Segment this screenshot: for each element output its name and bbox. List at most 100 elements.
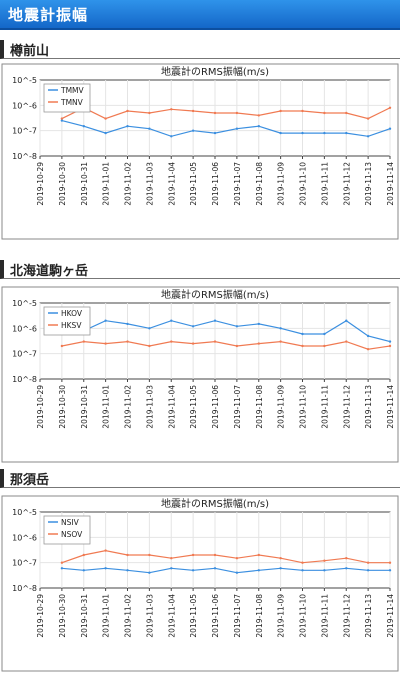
x-tick-label: 2019-11-10 xyxy=(299,162,308,206)
x-tick-label: 2019-11-05 xyxy=(189,162,198,206)
y-tick-label: 10^-7 xyxy=(12,559,37,568)
legend: TMMV TMNV xyxy=(43,83,91,113)
chart-svg: 地震計のRMS振幅(m/s)10^-510^-610^-710^-82019-1… xyxy=(1,63,399,240)
data-point xyxy=(148,327,151,330)
x-tick-label: 2019-10-29 xyxy=(36,594,45,638)
x-tick-label: 2019-11-07 xyxy=(233,162,242,206)
x-tick-label: 2019-11-10 xyxy=(299,594,308,638)
x-tick-label: 2019-11-07 xyxy=(233,594,242,638)
x-tick-label: 2019-11-11 xyxy=(320,594,329,638)
x-tick-label: 2019-11-04 xyxy=(167,594,176,638)
series-line-hkov xyxy=(61,319,391,343)
data-point xyxy=(170,135,173,138)
x-tick-label: 2019-11-03 xyxy=(145,385,154,429)
data-point xyxy=(388,340,392,343)
data-point xyxy=(213,319,217,322)
page-header: 地震計振幅 xyxy=(0,0,400,30)
x-tick-label: 2019-11-09 xyxy=(277,594,286,638)
data-point xyxy=(388,561,392,564)
data-point xyxy=(235,571,239,574)
data-point xyxy=(213,111,217,115)
data-point xyxy=(235,557,239,560)
data-point xyxy=(301,131,304,135)
data-point xyxy=(301,344,304,348)
data-point xyxy=(191,129,195,132)
data-point xyxy=(323,569,326,572)
data-point xyxy=(60,567,64,570)
chart-komagatake: 地震計のRMS振幅(m/s) 10^-5 10^-6 10^-7 10^-8 2019-1… xyxy=(0,286,400,464)
x-tick-label: 2019-11-13 xyxy=(364,162,373,206)
data-point xyxy=(366,117,370,120)
x-tick-label: 2019-11-04 xyxy=(167,385,176,429)
section-title-label: 那須岳 xyxy=(10,473,50,488)
section-title-tarumae: 樽前山 xyxy=(0,40,400,59)
data-point xyxy=(323,559,326,562)
y-tick-label: 10^-5 xyxy=(12,508,37,517)
data-point xyxy=(235,111,239,115)
data-point xyxy=(126,340,129,343)
data-point xyxy=(388,106,392,109)
data-point xyxy=(301,569,304,572)
x-tick-label: 2019-11-14 xyxy=(386,594,395,638)
data-point xyxy=(388,344,392,348)
data-point xyxy=(323,131,326,135)
data-point xyxy=(82,569,86,572)
chart-svg: 地震計のRMS振幅(m/s)10^-510^-610^-710^-82019-1… xyxy=(1,286,399,463)
x-tick-label: 2019-11-11 xyxy=(320,385,329,429)
x-tick-label: 2019-11-12 xyxy=(342,385,351,429)
data-point xyxy=(323,332,326,336)
x-tick-label: 2019-11-08 xyxy=(255,162,264,206)
data-point xyxy=(345,131,348,135)
data-point xyxy=(279,131,282,135)
x-tick-label: 2019-10-31 xyxy=(80,385,89,429)
x-tick-label: 2019-11-14 xyxy=(386,385,395,429)
data-point xyxy=(257,553,260,557)
data-point xyxy=(345,567,348,570)
data-point xyxy=(104,117,107,120)
x-tick-label: 2019-10-29 xyxy=(36,385,45,429)
data-point xyxy=(104,342,107,345)
data-point xyxy=(82,553,86,557)
legend-label: NSOV xyxy=(61,530,83,539)
y-tick-label: 10^-6 xyxy=(12,533,37,542)
data-point xyxy=(323,344,326,348)
legend-box xyxy=(43,306,91,336)
data-point xyxy=(345,111,348,115)
y-tick-label: 10^-6 xyxy=(12,324,37,333)
y-tick-label: 10^-5 xyxy=(12,76,37,85)
x-tick-label: 2019-11-05 xyxy=(189,385,198,429)
data-point xyxy=(279,557,282,560)
chart-tarumae: 地震計のRMS振幅(m/s) 10^-5 10^-6 10^-7 10^-8 2019-1… xyxy=(0,63,400,241)
data-point xyxy=(170,557,173,560)
section-title-komagatake: 北海道駒ヶ岳 xyxy=(0,260,400,279)
page-title: 地震計振幅 xyxy=(8,6,89,24)
data-point xyxy=(213,553,217,557)
x-tick-label: 2019-11-01 xyxy=(102,162,111,206)
data-point xyxy=(279,340,282,343)
data-point xyxy=(148,344,151,348)
y-tick-label: 10^-8 xyxy=(12,375,37,384)
x-tick-label: 2019-11-02 xyxy=(124,162,133,206)
x-tick-label: 2019-10-29 xyxy=(36,162,45,206)
y-tick-label: 10^-6 xyxy=(12,101,37,110)
data-point xyxy=(323,111,326,115)
data-point xyxy=(366,561,370,564)
x-tick-label: 2019-10-30 xyxy=(58,594,67,638)
y-tick-label: 10^-7 xyxy=(12,350,37,359)
x-tick-label: 2019-11-06 xyxy=(211,162,220,206)
x-tick-label: 2019-11-08 xyxy=(255,385,264,429)
data-point xyxy=(170,340,173,343)
data-point xyxy=(257,322,260,326)
data-point xyxy=(60,117,64,120)
x-tick-label: 2019-11-03 xyxy=(145,162,154,206)
data-point xyxy=(60,344,64,348)
data-point xyxy=(148,571,151,574)
data-point xyxy=(213,567,217,570)
data-point xyxy=(366,135,370,138)
data-point xyxy=(366,334,370,338)
x-tick-label: 2019-11-03 xyxy=(145,594,154,638)
x-tick-label: 2019-11-06 xyxy=(211,385,220,429)
x-tick-label: 2019-11-12 xyxy=(342,594,351,638)
series-line-tmnv xyxy=(61,107,391,120)
data-point xyxy=(104,549,107,552)
